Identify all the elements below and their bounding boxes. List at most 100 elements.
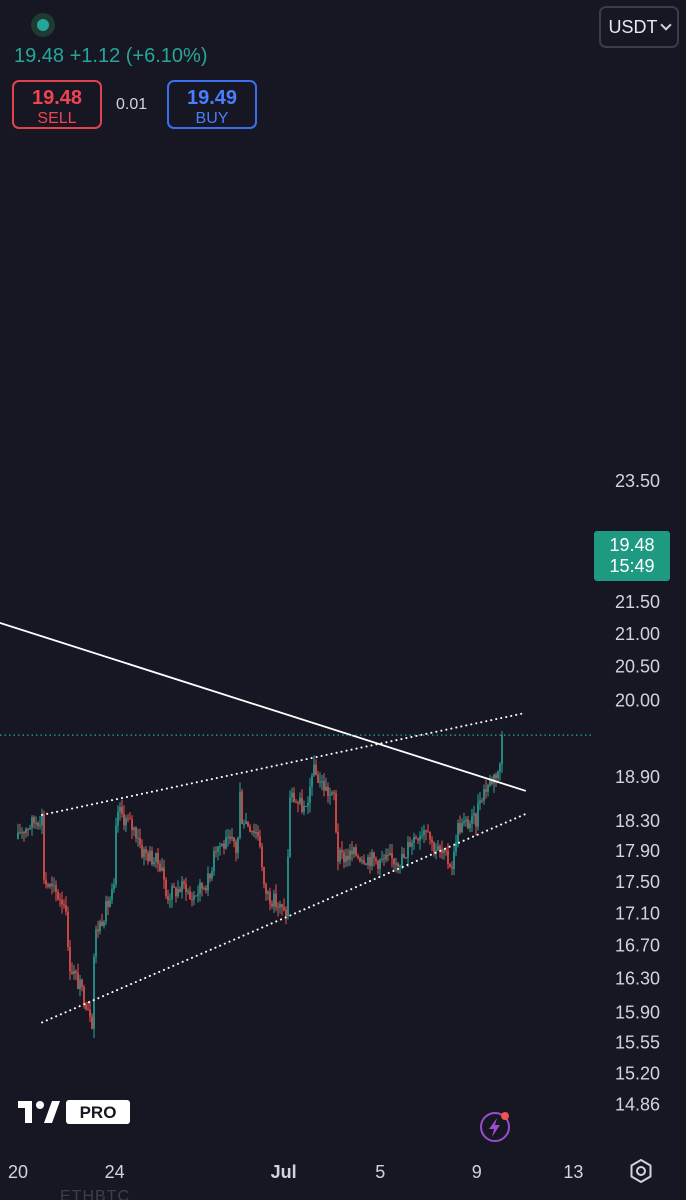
candle-body [403,853,405,858]
candle-body [443,850,445,853]
candle-body [267,891,269,894]
candle-body [285,909,287,916]
candle-body [257,832,259,837]
candle-body [239,791,241,838]
candle-body [249,826,251,832]
candle-body [23,832,25,834]
candle-body [307,802,309,807]
currency-label: USDT [608,16,658,37]
candle-body [365,863,367,865]
candle-body [433,842,435,853]
candle-body [63,904,65,906]
y-tick-label: 16.30 [615,969,660,989]
candle-body [471,815,473,824]
candle-body [301,797,303,812]
currency-dropdown[interactable]: USDT [599,6,679,48]
candle-body [207,873,209,891]
candle-body [205,887,207,891]
y-tick-label: 23.50 [615,471,660,491]
candle-body [385,854,387,860]
candle-body [283,906,285,910]
candle-body [147,853,149,862]
candle-body [263,867,265,885]
candle-body [359,857,361,862]
candle-body [323,781,325,791]
candle-body [387,854,389,856]
y-tick-label: 20.00 [615,690,660,710]
candle-body [167,896,169,900]
candle-body [477,803,479,827]
candle-body [43,814,45,880]
logo-pro-text: PRO [80,1103,117,1122]
candle-body [447,850,449,864]
candle-body [99,921,101,932]
candle-body [273,893,275,907]
buy-label: BUY [195,110,229,127]
candle-body [93,956,95,1029]
lightning-bolt-icon[interactable] [479,1111,511,1143]
candle-body [473,813,475,816]
candle-body [449,864,451,867]
price-axis: 23.5022.5022.0021.5021.0020.5020.0018.90… [615,471,660,1114]
gear-icon[interactable] [628,1158,654,1184]
candle-body [69,947,71,972]
candle-body [357,855,359,858]
candle-body [33,817,35,824]
candle-body [241,791,243,825]
candle-body [305,806,307,807]
candle-body [229,836,231,839]
candle-body [235,841,237,853]
candle-body [101,921,103,926]
candle-body [151,850,153,865]
candle-body [17,832,19,839]
candle-body [35,822,37,824]
candle-body [193,895,195,900]
candle-body [467,819,469,829]
candle-body [243,823,245,825]
candle-body [401,853,403,866]
y-tick-label: 18.90 [615,767,660,787]
candle-body [149,850,151,862]
candle-body [195,895,197,897]
candle-body [121,807,123,814]
sell-price: 19.48 [31,87,83,109]
candle-body [479,800,481,804]
candle-body [97,929,99,932]
x-tick-label: 13 [563,1162,583,1182]
candle-body [291,792,293,798]
candle-body [105,901,107,922]
candle-body [425,830,427,832]
candle-body [139,838,141,846]
candle-body [155,852,157,862]
candle-body [327,786,329,796]
candle-body [483,789,485,801]
candle-body [317,774,319,783]
candle-body [113,884,115,890]
sell-button[interactable]: 19.48 SELL [12,80,102,129]
candle-body [169,899,171,900]
candle-body [225,837,227,849]
candle-body [299,797,301,804]
buy-button[interactable]: 19.49 BUY [167,80,257,129]
candle-body [271,903,273,907]
candle-body [265,884,267,894]
y-tick-label: 15.90 [615,1002,660,1022]
candle-body [431,839,433,843]
candle-body [383,858,385,860]
candle-body [415,837,417,839]
candle-body [39,825,41,827]
candle-body [227,836,229,838]
candle-body [89,1009,91,1017]
candle-body [109,899,111,907]
candle-body [45,879,47,885]
candle-body [51,883,53,886]
candle-body [73,971,75,974]
candle-body [399,865,401,867]
candle-body [371,852,373,867]
candle-body [335,793,337,832]
candle-body [279,904,281,908]
candle-body [375,858,377,861]
y-tick-label: 17.10 [615,903,660,923]
candle-body [259,836,261,847]
